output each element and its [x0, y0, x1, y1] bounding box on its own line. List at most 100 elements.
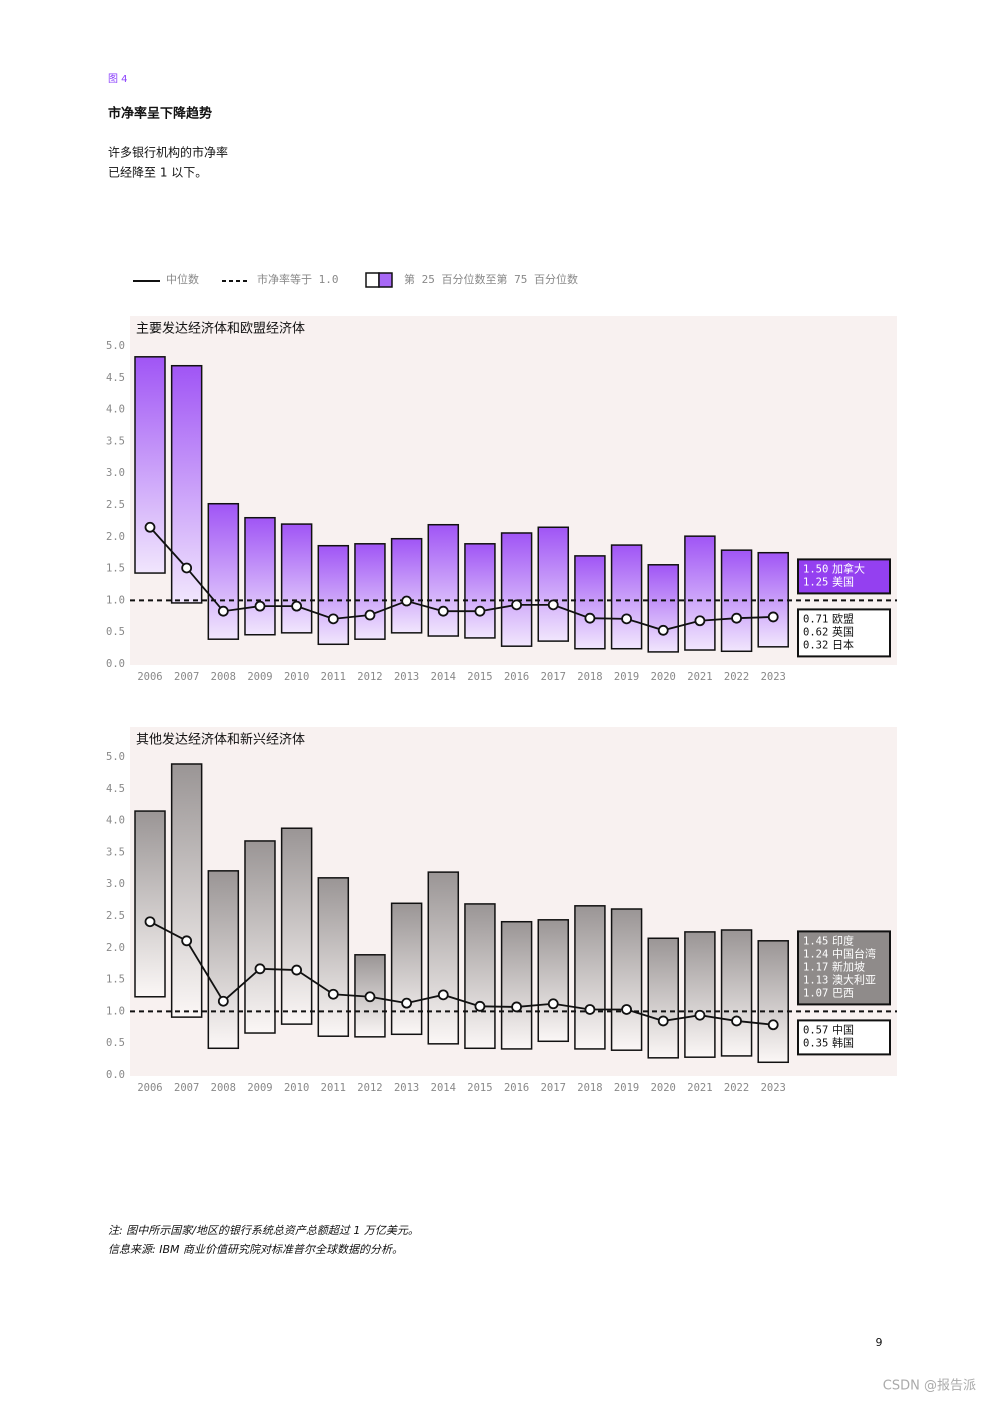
x-tick-label: 2017 [541, 671, 566, 683]
median-point [511, 1001, 522, 1013]
legend-text: 中位数 [166, 272, 199, 286]
callout-value: 0.32 [803, 639, 828, 651]
median-point [364, 991, 376, 1003]
y-tick-label: 1.0 [106, 1005, 125, 1017]
range-bar [427, 871, 460, 1045]
x-tick-label: 2011 [321, 671, 346, 683]
callout-value: 1.17 [803, 961, 828, 973]
callout-name: 英国 [832, 624, 854, 638]
x-tick-label: 2010 [284, 671, 309, 683]
x-tick-label: 2011 [321, 1082, 346, 1094]
range-bar [354, 543, 386, 640]
range-bar [537, 919, 570, 1043]
x-tick-label: 2017 [541, 1082, 566, 1094]
y-tick-label: 4.0 [106, 404, 125, 416]
callout-value: 1.24 [803, 948, 828, 960]
range-bar [427, 523, 460, 637]
callout-name: 中国 [832, 1023, 854, 1036]
y-tick-label: 3.0 [106, 467, 125, 479]
median-point [401, 997, 413, 1009]
y-tick-label: 1.5 [106, 974, 125, 986]
range-bar [317, 544, 350, 646]
callout-name: 韩国 [832, 1035, 854, 1049]
median-point [621, 1004, 632, 1015]
legend-box [365, 272, 380, 288]
median-point [731, 1015, 742, 1027]
median-point [217, 605, 229, 617]
x-tick-label: 2016 [504, 1082, 529, 1094]
median-point [474, 1000, 486, 1012]
median-point [547, 998, 559, 1010]
range-bar [280, 827, 313, 1025]
chart-title: 其他发达经济体和新兴经济体 [136, 732, 305, 748]
x-tick-label: 2006 [137, 671, 162, 683]
median-point [254, 600, 266, 612]
x-tick-label: 2012 [357, 671, 382, 683]
y-tick-label: 3.5 [106, 846, 125, 858]
x-tick-label: 2006 [137, 1082, 162, 1094]
median-point [181, 562, 193, 574]
median-point [401, 595, 413, 607]
callout-value: 1.50 [803, 563, 828, 575]
x-tick-label: 2015 [467, 1082, 492, 1094]
x-tick-label: 2019 [614, 671, 639, 683]
y-tick-label: 5.0 [106, 751, 125, 763]
median-point [767, 611, 779, 623]
callout-value: 0.35 [803, 1037, 828, 1049]
x-tick-label: 2019 [614, 1082, 639, 1094]
median-line [149, 920, 774, 1026]
x-tick-label: 2018 [577, 671, 602, 683]
note: 注: 图中所示国家/地区的银行系统总资产总额超过 1 万亿美元。 [108, 1224, 419, 1237]
median-point [584, 612, 596, 624]
median-point [181, 935, 193, 947]
range-bar [757, 940, 789, 1064]
range-bar [464, 903, 496, 1050]
y-tick-label: 2.0 [106, 531, 125, 543]
median-point [217, 995, 229, 1007]
x-tick-label: 2009 [247, 1082, 272, 1094]
x-tick-label: 2012 [357, 1082, 382, 1094]
title: 市净率呈下降趋势 [108, 106, 212, 122]
median-point [657, 624, 669, 636]
median-point [437, 605, 449, 617]
x-tick-label: 2021 [687, 1082, 712, 1094]
callout-box [797, 608, 891, 658]
median-point [327, 988, 339, 1000]
y-tick-label: 0.0 [106, 1069, 125, 1081]
y-tick-label: 4.5 [106, 372, 125, 384]
callout-name: 新加坡 [832, 959, 865, 973]
median-point [327, 613, 339, 625]
callout-box [797, 1019, 891, 1056]
figure-label: 图 4 [108, 73, 128, 85]
x-tick-label: 2008 [211, 1082, 236, 1094]
callout-name: 中国台湾 [832, 946, 876, 960]
callout-name: 美国 [832, 575, 854, 588]
callout-value: 1.25 [803, 576, 828, 588]
range-bar [464, 543, 496, 639]
y-tick-label: 1.0 [106, 594, 125, 606]
callout-name: 印度 [832, 933, 854, 947]
median-point [254, 963, 266, 975]
callout-value: 1.13 [803, 974, 828, 986]
range-bar [390, 537, 423, 634]
legend-text: 市净率等于 1.0 [257, 272, 339, 286]
range-bar [170, 763, 203, 1018]
x-tick-label: 2020 [651, 1082, 676, 1094]
callout-value: 0.71 [803, 613, 828, 625]
range-bar [390, 902, 423, 1036]
page-number: 9 [876, 1336, 883, 1349]
x-tick-label: 2008 [211, 671, 236, 683]
y-tick-label: 2.5 [106, 910, 125, 922]
median-line [149, 526, 774, 632]
y-tick-label: 1.5 [106, 563, 125, 575]
range-bar [500, 920, 533, 1050]
y-tick-label: 0.5 [106, 1037, 125, 1049]
median-point [291, 964, 303, 976]
x-tick-label: 2023 [761, 1082, 786, 1094]
x-tick-label: 2013 [394, 671, 419, 683]
x-tick-label: 2013 [394, 1082, 419, 1094]
y-tick-label: 4.0 [106, 815, 125, 827]
x-tick-label: 2022 [724, 1082, 749, 1094]
median-point [731, 612, 742, 624]
